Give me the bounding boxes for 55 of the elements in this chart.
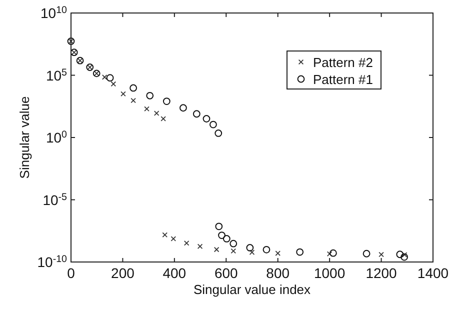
- point: [262, 246, 270, 254]
- point: [400, 253, 408, 261]
- point: [110, 81, 116, 87]
- x-axis-title: Singular value index: [193, 282, 312, 297]
- y-tick-label: 10$^{0}$: [46, 129, 68, 146]
- point: [160, 116, 166, 122]
- point: [214, 246, 220, 252]
- x-tick-label: 1200: [366, 265, 398, 281]
- point: [192, 110, 200, 118]
- legend-label: Pattern #2: [313, 55, 373, 70]
- point: [170, 236, 176, 242]
- x-tick-label: 1000: [314, 265, 346, 281]
- y-tick-label: 10$^{-10}$: [37, 254, 68, 270]
- point: [197, 244, 203, 250]
- point: [326, 251, 332, 257]
- point: [120, 91, 126, 97]
- point: [215, 222, 223, 230]
- x-tick-label: 800: [266, 265, 290, 281]
- point: [230, 240, 238, 248]
- point: [402, 252, 408, 258]
- y-axis-title: Singular value: [17, 96, 32, 179]
- point: [246, 244, 254, 252]
- x-tick-label: 600: [214, 265, 238, 281]
- point: [144, 106, 150, 112]
- point: [296, 248, 304, 256]
- point: [106, 74, 114, 82]
- x-tick-label: 200: [111, 265, 135, 281]
- y-tick-label: 10$^{-5}$: [42, 191, 68, 208]
- point: [184, 240, 190, 246]
- y-tick-label: 10$^{5}$: [46, 66, 68, 84]
- x-tick-label: 400: [162, 265, 186, 281]
- point: [146, 92, 154, 100]
- point: [230, 248, 236, 254]
- point: [275, 250, 281, 256]
- point: [130, 98, 136, 104]
- point: [102, 74, 108, 80]
- point: [218, 232, 226, 239]
- legend-label: Pattern #1: [313, 72, 373, 87]
- point: [396, 250, 404, 258]
- point: [162, 98, 170, 105]
- point: [210, 120, 217, 128]
- point: [222, 235, 230, 242]
- point: [202, 115, 210, 122]
- point: [130, 84, 138, 92]
- point: [329, 249, 337, 257]
- point: [154, 110, 160, 116]
- point: [378, 252, 384, 258]
- point: [180, 104, 187, 112]
- y-tick-label: 10$^{10}$: [40, 4, 68, 21]
- x-tick-label: 0: [67, 265, 76, 281]
- point: [162, 232, 168, 238]
- point: [249, 250, 255, 255]
- x-tick-label: 1400: [417, 265, 449, 281]
- point: [362, 250, 370, 258]
- point: [214, 130, 222, 137]
